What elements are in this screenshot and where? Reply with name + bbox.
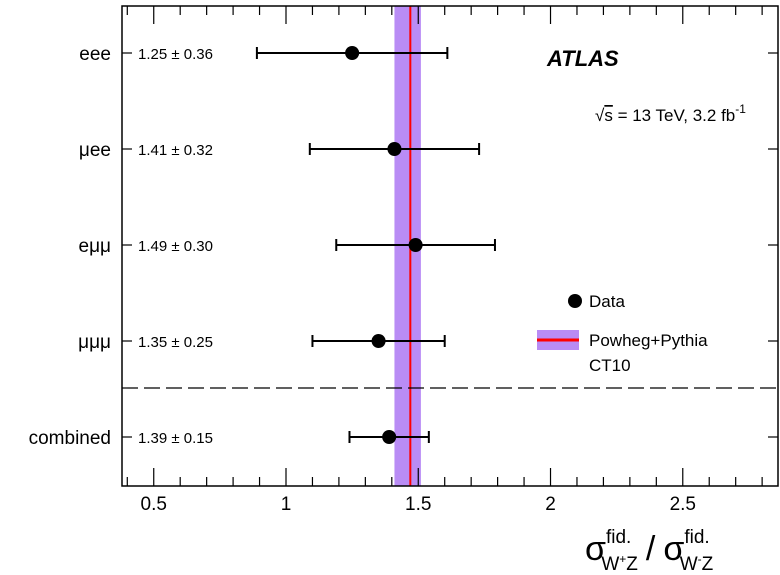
data-points	[255, 46, 496, 444]
category-label: eμμ	[79, 236, 111, 257]
legend-data-marker	[568, 294, 582, 308]
value-label: 1.39 ± 0.15	[138, 430, 213, 447]
value-label: 1.25 ± 0.36	[138, 46, 213, 63]
data-point	[371, 334, 386, 348]
category-label: μμμ	[78, 332, 111, 353]
x-tick-label: 0.5	[141, 494, 167, 515]
value-labels: 1.25 ± 0.36 1.41 ± 0.32 1.49 ± 0.30 1.35 ± …	[138, 46, 213, 447]
legend-prediction-label-2: CT10	[589, 356, 631, 375]
data-point	[408, 238, 423, 252]
value-label: 1.49 ± 0.30	[138, 238, 213, 255]
experiment-label: ATLAS	[546, 46, 619, 71]
data-point	[387, 142, 402, 156]
data-point	[382, 430, 397, 444]
x-axis-ticks	[122, 6, 778, 486]
category-labels: eee μee eμμ μμμ combined	[29, 44, 111, 449]
data-point	[345, 46, 360, 60]
value-label: 1.35 ± 0.25	[138, 334, 213, 351]
x-tick-label: 2.5	[670, 494, 696, 515]
plot-frame	[121, 5, 779, 487]
x-axis-title: σfid. W+Z / σfid. W-Z	[585, 527, 714, 575]
category-label: combined	[29, 428, 111, 449]
legend-data-label: Data	[589, 292, 625, 311]
energy-label: √s = 13 TeV, 3.2 fb-1	[595, 102, 746, 125]
value-label: 1.41 ± 0.32	[138, 142, 213, 159]
x-tick-label: 2	[545, 494, 556, 515]
x-tick-label: 1	[281, 494, 292, 515]
category-label: eee	[79, 44, 111, 65]
legend-prediction-label: Powheg+Pythia	[589, 331, 708, 350]
x-tick-label: 1.5	[405, 494, 431, 515]
category-label: μee	[79, 140, 111, 161]
x-axis-tick-labels: 0.5 1 1.5 2 2.5	[141, 494, 696, 515]
